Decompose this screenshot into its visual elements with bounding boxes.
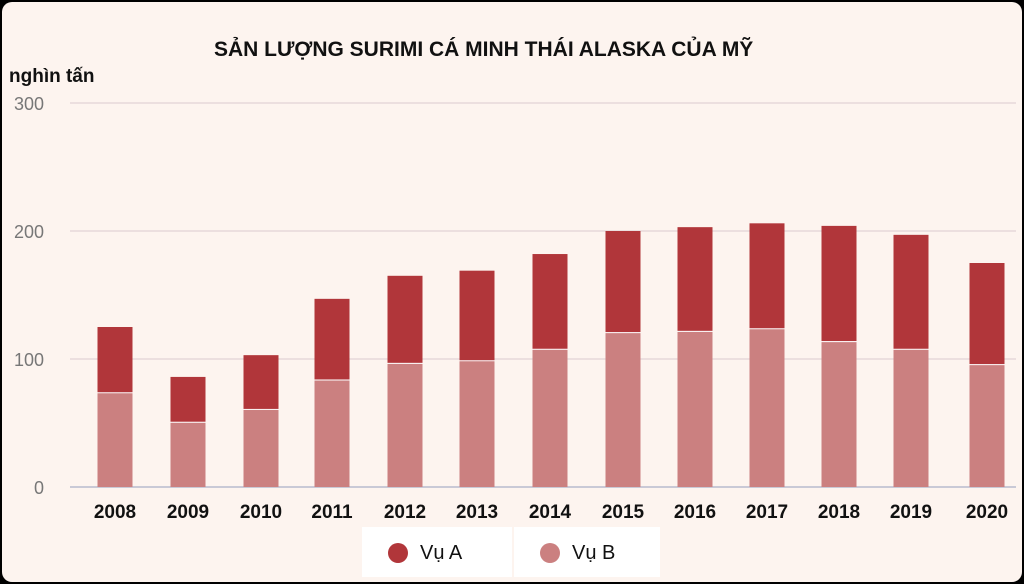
bar-2019-vu-b bbox=[893, 348, 929, 487]
legend-item[interactable]: Vụ B bbox=[540, 533, 615, 573]
bar-2010-vu-b bbox=[243, 408, 279, 487]
legend-swatch bbox=[388, 543, 408, 563]
x-tick-label: 2014 bbox=[529, 502, 572, 523]
bar-2010-vu-a bbox=[243, 355, 279, 409]
y-tick-label: 300 bbox=[14, 94, 44, 114]
bar-2020-vu-b bbox=[969, 364, 1005, 487]
bar-2012-vu-b bbox=[387, 362, 423, 487]
y-axis-unit-label: nghìn tấn bbox=[9, 66, 95, 87]
legend-item[interactable]: Vụ A bbox=[388, 533, 462, 573]
bar-2017-vu-a bbox=[749, 223, 785, 329]
legend-label: Vụ B bbox=[572, 541, 616, 564]
x-tick-label: 2019 bbox=[890, 502, 932, 523]
x-tick-label: 2017 bbox=[746, 502, 788, 523]
bar-2018-vu-b bbox=[821, 341, 857, 487]
bar-2020-vu-a bbox=[969, 263, 1005, 365]
bar-2008-vu-a bbox=[97, 327, 133, 393]
bar-2016-vu-b bbox=[677, 330, 713, 487]
bar-2018-vu-a bbox=[821, 225, 857, 342]
x-tick-label: 2016 bbox=[674, 502, 716, 523]
bar-2013-vu-b bbox=[459, 360, 495, 487]
x-tick-label: 2009 bbox=[167, 502, 209, 523]
x-tick-label: 2018 bbox=[818, 502, 860, 523]
bar-2016-vu-a bbox=[677, 227, 713, 331]
y-tick-label: 100 bbox=[14, 350, 44, 370]
bar-2013-vu-a bbox=[459, 270, 495, 361]
bar-2011-vu-a bbox=[314, 298, 350, 380]
x-tick-label: 2012 bbox=[384, 502, 426, 523]
y-tick-label: 200 bbox=[14, 222, 44, 242]
bar-2008-vu-b bbox=[97, 392, 133, 487]
legend-swatch bbox=[540, 543, 560, 563]
bars bbox=[97, 223, 1005, 487]
y-tick-label: 0 bbox=[34, 478, 44, 498]
bar-2019-vu-a bbox=[893, 234, 929, 349]
bar-2017-vu-b bbox=[749, 328, 785, 487]
bar-2014-vu-a bbox=[532, 254, 568, 349]
y-tick-labels: 0 100 200 300 bbox=[14, 94, 44, 498]
bar-2014-vu-b bbox=[532, 348, 568, 487]
legend-label: Vụ A bbox=[420, 541, 463, 564]
x-tick-label: 2015 bbox=[602, 502, 645, 523]
legend-box bbox=[362, 527, 512, 577]
x-tick-label: 2020 bbox=[966, 502, 1008, 523]
bar-2009-vu-b bbox=[170, 421, 206, 487]
bar-2015-vu-a bbox=[605, 231, 641, 333]
bar-2012-vu-a bbox=[387, 275, 423, 363]
bar-2011-vu-b bbox=[314, 379, 350, 487]
legend-box bbox=[514, 527, 660, 577]
x-tick-label: 2013 bbox=[456, 502, 498, 523]
x-tick-label: 2008 bbox=[94, 502, 136, 523]
x-tick-label: 2010 bbox=[240, 502, 282, 523]
chart-title: SẢN LƯỢNG SURIMI CÁ MINH THÁI ALASKA CỦA… bbox=[214, 38, 754, 61]
x-tick-labels: 2008 2009 2010 2011 2012 2013 2014 2015 2016 2017… bbox=[94, 502, 1008, 523]
bar-2009-vu-a bbox=[170, 376, 206, 422]
x-tick-label: 2011 bbox=[311, 502, 353, 523]
bar-2015-vu-b bbox=[605, 332, 641, 487]
